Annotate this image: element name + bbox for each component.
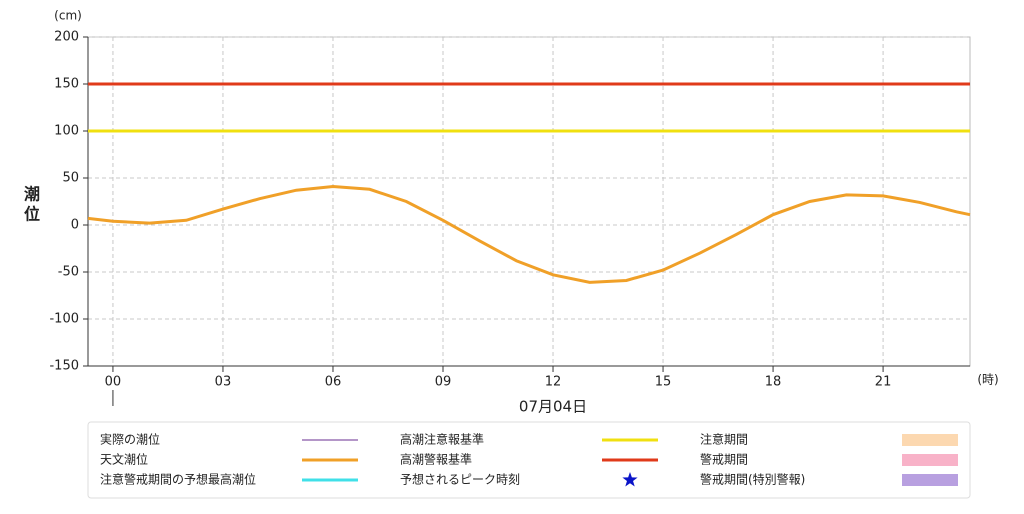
legend-swatch	[902, 434, 958, 446]
legend-label: 警戒期間(特別警報)	[700, 472, 805, 487]
y-tick-label: -150	[49, 359, 79, 374]
legend-label: 警戒期間	[700, 452, 748, 467]
legend-label: 実際の潮位	[100, 432, 160, 447]
x-tick-label: 15	[655, 375, 672, 390]
series-line	[87, 184, 971, 284]
legend-swatch	[622, 472, 638, 487]
x-tick-label: 21	[875, 375, 892, 390]
y-label: 潮	[24, 185, 40, 204]
plot-area	[87, 36, 971, 367]
legend-box	[87, 421, 971, 499]
y-unit: (cm)	[54, 9, 82, 23]
y-tick-label: 100	[54, 124, 79, 139]
y-tick-label: 50	[62, 171, 79, 186]
legend-label: 注意期間	[700, 432, 748, 447]
x-tick-label: 09	[435, 375, 452, 390]
y-label: 位	[24, 205, 40, 224]
x-tick-label: 03	[215, 375, 232, 390]
legend-swatch	[902, 454, 958, 466]
y-tick-label: 150	[54, 77, 79, 92]
x-tick-label: 06	[325, 375, 342, 390]
legend-label: 高潮注意報基準	[400, 432, 484, 447]
legend-label: 注意警戒期間の予想最高潮位	[100, 472, 256, 487]
y-tick-label: -50	[58, 265, 79, 280]
date-label: 07月04日	[519, 398, 587, 416]
y-tick-label: 0	[71, 218, 79, 233]
x-tick-label: 00	[105, 375, 122, 390]
legend-label: 予想されるピーク時刻	[400, 472, 520, 487]
legend-label: 天文潮位	[100, 452, 148, 467]
x-tick-label: 12	[545, 375, 562, 390]
x-unit: (時)	[977, 373, 998, 387]
y-tick-label: 200	[54, 30, 79, 45]
legend-swatch	[902, 474, 958, 486]
x-tick-label: 18	[765, 375, 782, 390]
legend-label: 高潮警報基準	[400, 452, 472, 467]
y-tick-label: -100	[49, 312, 79, 327]
